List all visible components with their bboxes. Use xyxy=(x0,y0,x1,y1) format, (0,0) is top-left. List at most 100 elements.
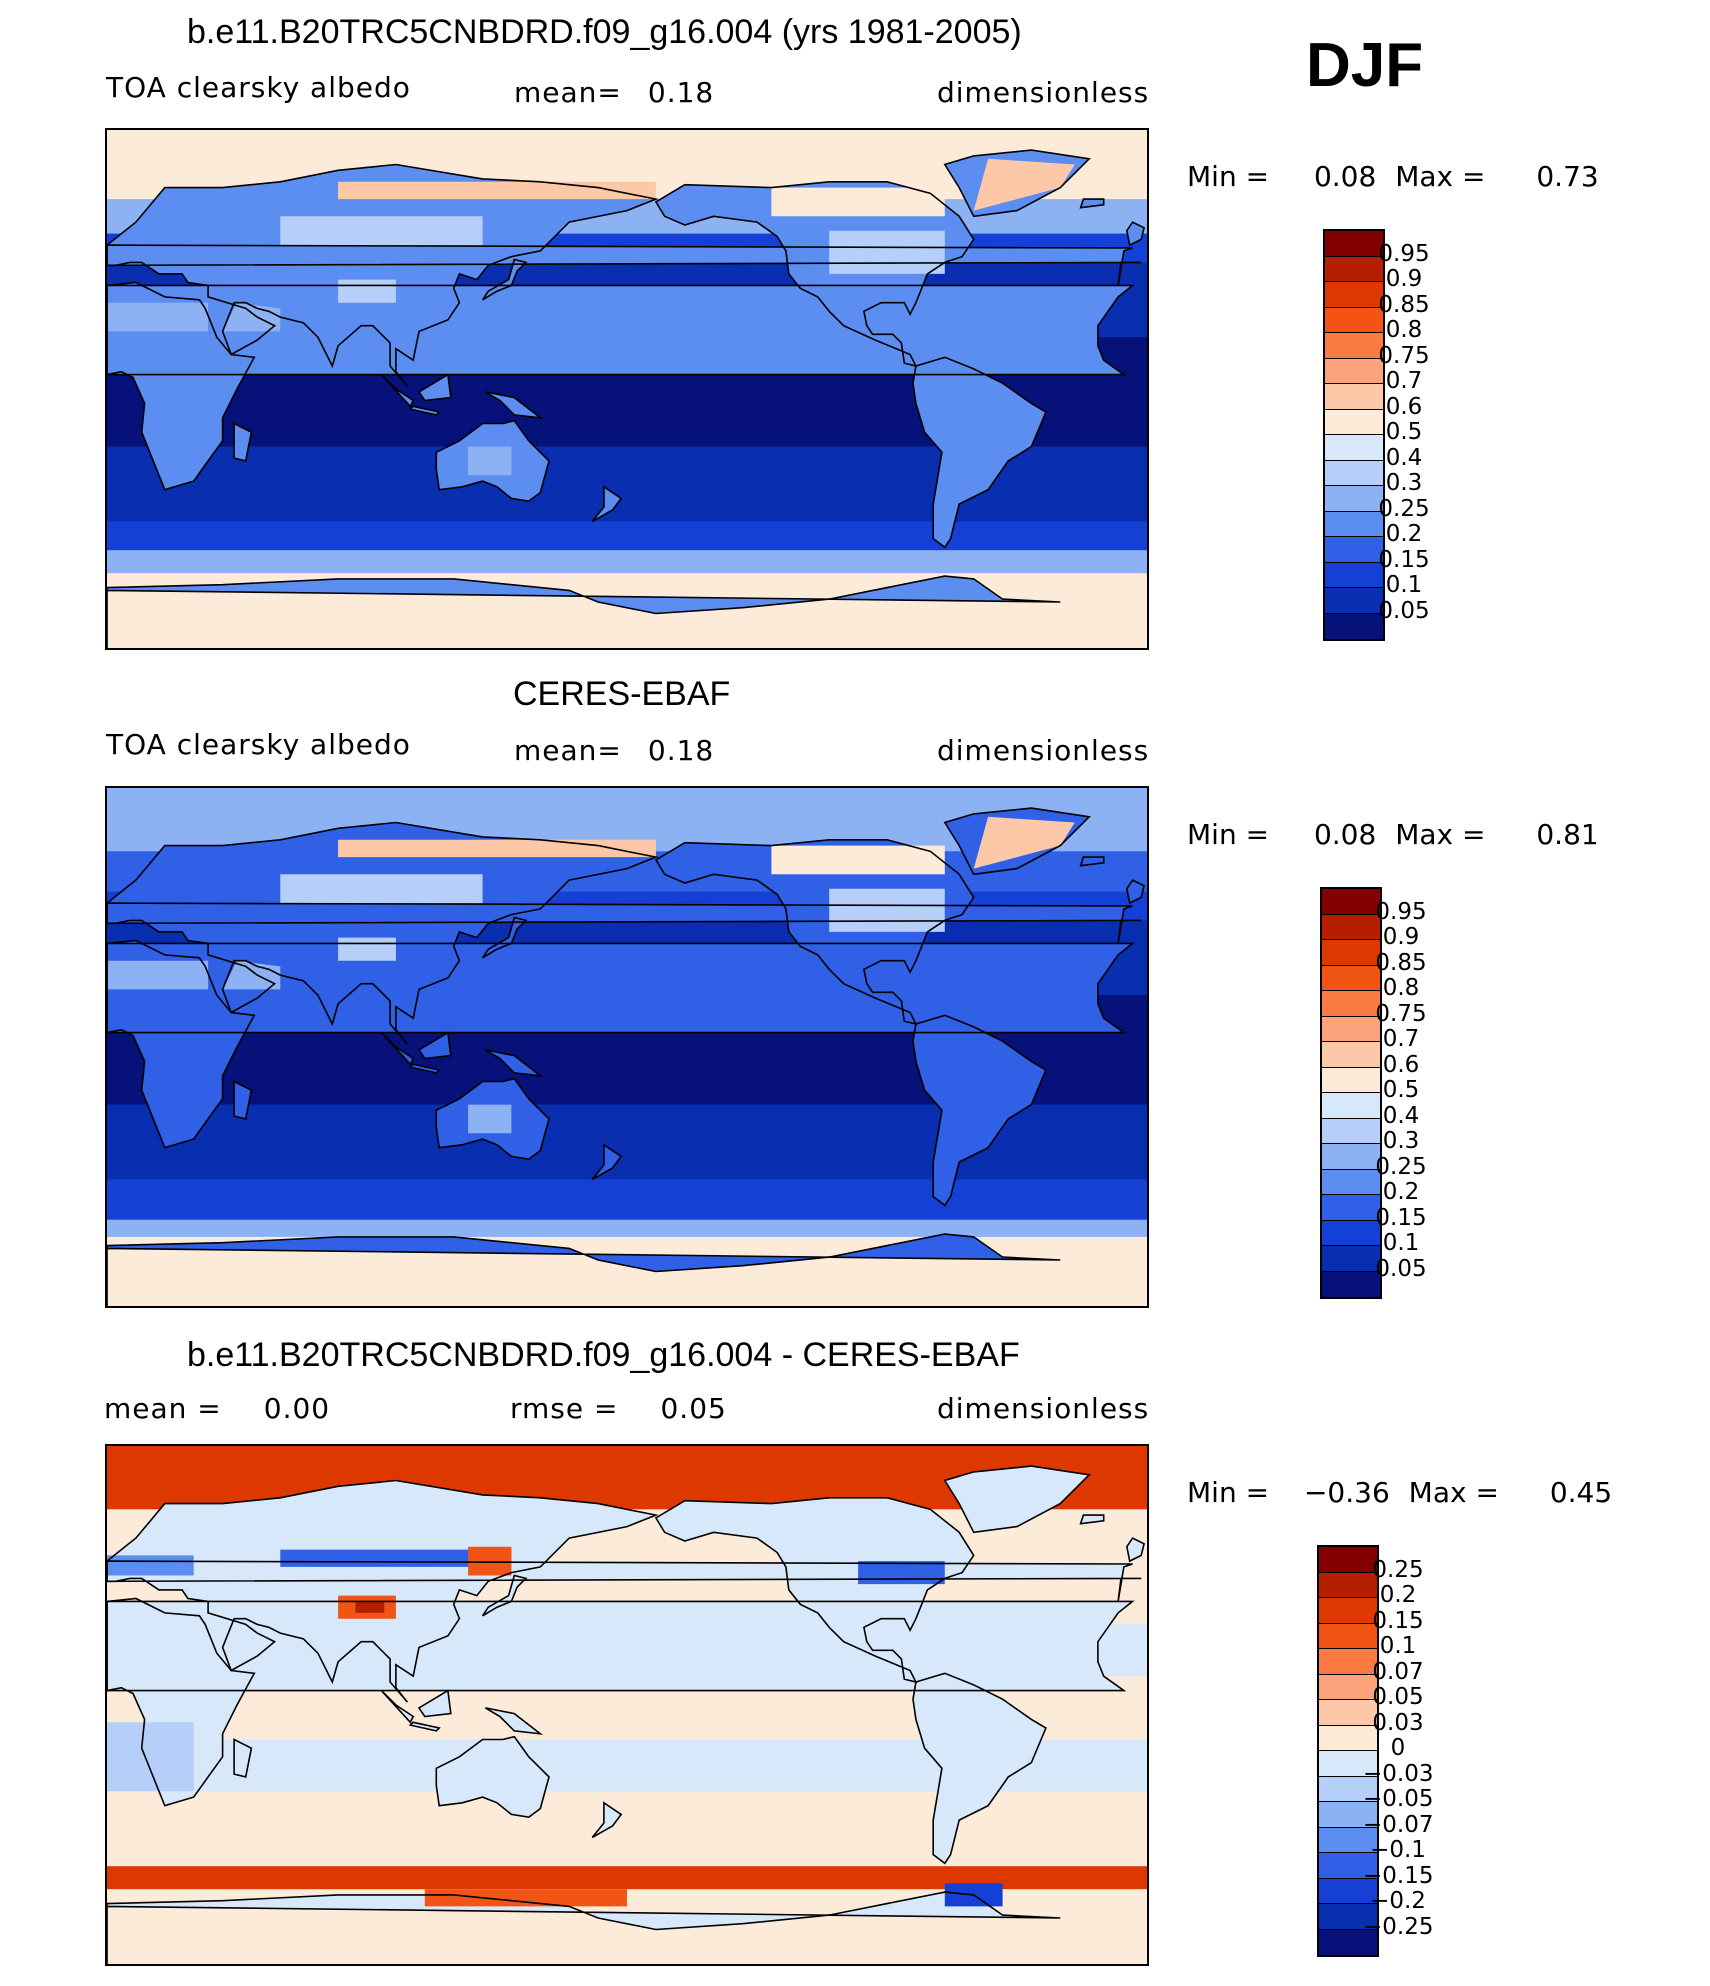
coastline xyxy=(654,180,975,368)
colorbar-tick-label: 0.4 xyxy=(1382,1102,1420,1129)
colorbar-tick-label: 0.07 xyxy=(1372,1658,1424,1685)
ocean-band xyxy=(107,458,1147,465)
coastline xyxy=(912,1672,1047,1865)
colorbar-swatch xyxy=(1322,1220,1380,1246)
panel-3-rmse-value: 0.05 xyxy=(660,1392,727,1425)
ocean-band xyxy=(107,1486,1147,1493)
ocean-band xyxy=(107,868,1147,875)
panel-3-map-svg xyxy=(107,1446,1147,1964)
ocean-band xyxy=(107,153,1147,160)
ocean-band xyxy=(107,210,1147,217)
colorbar-swatch xyxy=(1322,1195,1380,1221)
greenland-ice xyxy=(973,816,1075,869)
ocean-band xyxy=(107,1751,1147,1758)
panel-1-map-svg xyxy=(107,130,1147,648)
ocean-band xyxy=(107,1075,1147,1083)
colorbar-swatch xyxy=(1325,256,1383,282)
panel-2-map xyxy=(105,786,1149,1308)
ocean-band xyxy=(107,1877,1147,1885)
panel-2-mean-stat: mean= 0.18 xyxy=(514,734,714,767)
coastline xyxy=(912,1014,1047,1207)
ocean-band xyxy=(107,1543,1147,1551)
ocean-band xyxy=(107,1526,1147,1533)
coastline xyxy=(107,1891,1061,1964)
greenland-ice xyxy=(973,158,1075,211)
colorbar-swatch xyxy=(1322,1144,1380,1170)
ocean-band xyxy=(107,486,1147,494)
ocean-band xyxy=(107,1935,1147,1942)
anomaly-region xyxy=(858,1561,945,1585)
colorbar-tick-label: 0.1 xyxy=(1382,1230,1420,1256)
colorbar-tick-label: 0 xyxy=(1390,1735,1406,1761)
ocean-band xyxy=(107,590,1147,597)
ocean-band xyxy=(107,1300,1147,1306)
panel-1-minmax: Min = 0.08 Max = 0.73 xyxy=(1187,160,1599,193)
ocean-band xyxy=(107,1052,1147,1060)
ocean-band xyxy=(107,1248,1147,1255)
anomaly-region xyxy=(107,1555,194,1576)
coastline xyxy=(233,1080,253,1120)
land-fill xyxy=(410,1722,440,1731)
ocean-band xyxy=(107,1595,1147,1602)
ocean-band xyxy=(107,920,1147,927)
coastline xyxy=(484,1049,544,1077)
colorbar-swatch xyxy=(1319,1572,1377,1598)
coastline xyxy=(654,1496,975,1684)
ocean-band xyxy=(107,262,1147,269)
land-fill xyxy=(944,1466,1090,1533)
ocean-band xyxy=(107,874,1147,881)
land-fill xyxy=(913,1015,1046,1206)
ocean-band xyxy=(107,469,1147,476)
ocean-band xyxy=(107,412,1147,419)
colorbar-tick-label: 0.95 xyxy=(1375,898,1427,925)
ocean-band xyxy=(107,1139,1147,1146)
ocean-band xyxy=(107,538,1147,545)
ocean-band xyxy=(107,561,1147,569)
panel-3-minmax: Min = −0.36 Max = 0.45 xyxy=(1187,1476,1612,1509)
ocean-band xyxy=(107,1768,1147,1775)
ocean-band xyxy=(107,227,1147,235)
ocean-band xyxy=(107,1288,1147,1296)
ocean-band xyxy=(107,805,1147,812)
panel-3-min-value: −0.36 xyxy=(1303,1476,1390,1509)
coastline xyxy=(107,575,1061,648)
ocean-band xyxy=(107,1578,1147,1585)
ocean-band xyxy=(107,1047,1147,1054)
ocean-band xyxy=(107,532,1147,540)
coastline xyxy=(107,902,1142,944)
colorbar-tick-label: −0.1 xyxy=(1370,1837,1426,1863)
ocean-band xyxy=(107,383,1147,390)
panel-2-colorbar xyxy=(1320,887,1382,1299)
ocean-band xyxy=(107,1756,1147,1764)
ocean-band xyxy=(107,222,1147,229)
season-label: DJF xyxy=(1306,31,1424,100)
colorbar-swatch xyxy=(1319,1929,1377,1955)
ocean-band xyxy=(107,1104,1147,1111)
colorbar-swatch xyxy=(1325,358,1383,384)
ocean-band xyxy=(107,897,1147,904)
ocean-band xyxy=(107,1785,1147,1792)
ocean-band xyxy=(107,1825,1147,1833)
land-fill xyxy=(913,357,1046,548)
ocean-band xyxy=(107,130,1147,137)
ocean-band xyxy=(107,527,1147,534)
colorbar-tick-label: 0.75 xyxy=(1375,1000,1427,1027)
coastline xyxy=(107,942,1135,1034)
coastline xyxy=(408,405,441,416)
panel-3-mean-label: mean = xyxy=(104,1392,222,1425)
colorbar-tick-label: 0.8 xyxy=(1385,317,1423,343)
colorbar-swatch xyxy=(1319,1725,1377,1751)
ocean-band xyxy=(107,1167,1147,1175)
ocean-band xyxy=(107,435,1147,442)
ocean-band xyxy=(107,475,1147,482)
ocean-band xyxy=(107,1463,1147,1470)
ocean-band xyxy=(107,816,1147,824)
ocean-band xyxy=(107,504,1147,511)
coastline xyxy=(435,1077,550,1161)
panel-1-mean-label: mean= xyxy=(514,76,622,109)
ocean-band xyxy=(107,926,1147,933)
ocean-band xyxy=(107,793,1147,801)
plateau-region xyxy=(338,937,396,961)
ocean-band xyxy=(107,1728,1147,1735)
colorbar-swatch xyxy=(1325,588,1383,614)
